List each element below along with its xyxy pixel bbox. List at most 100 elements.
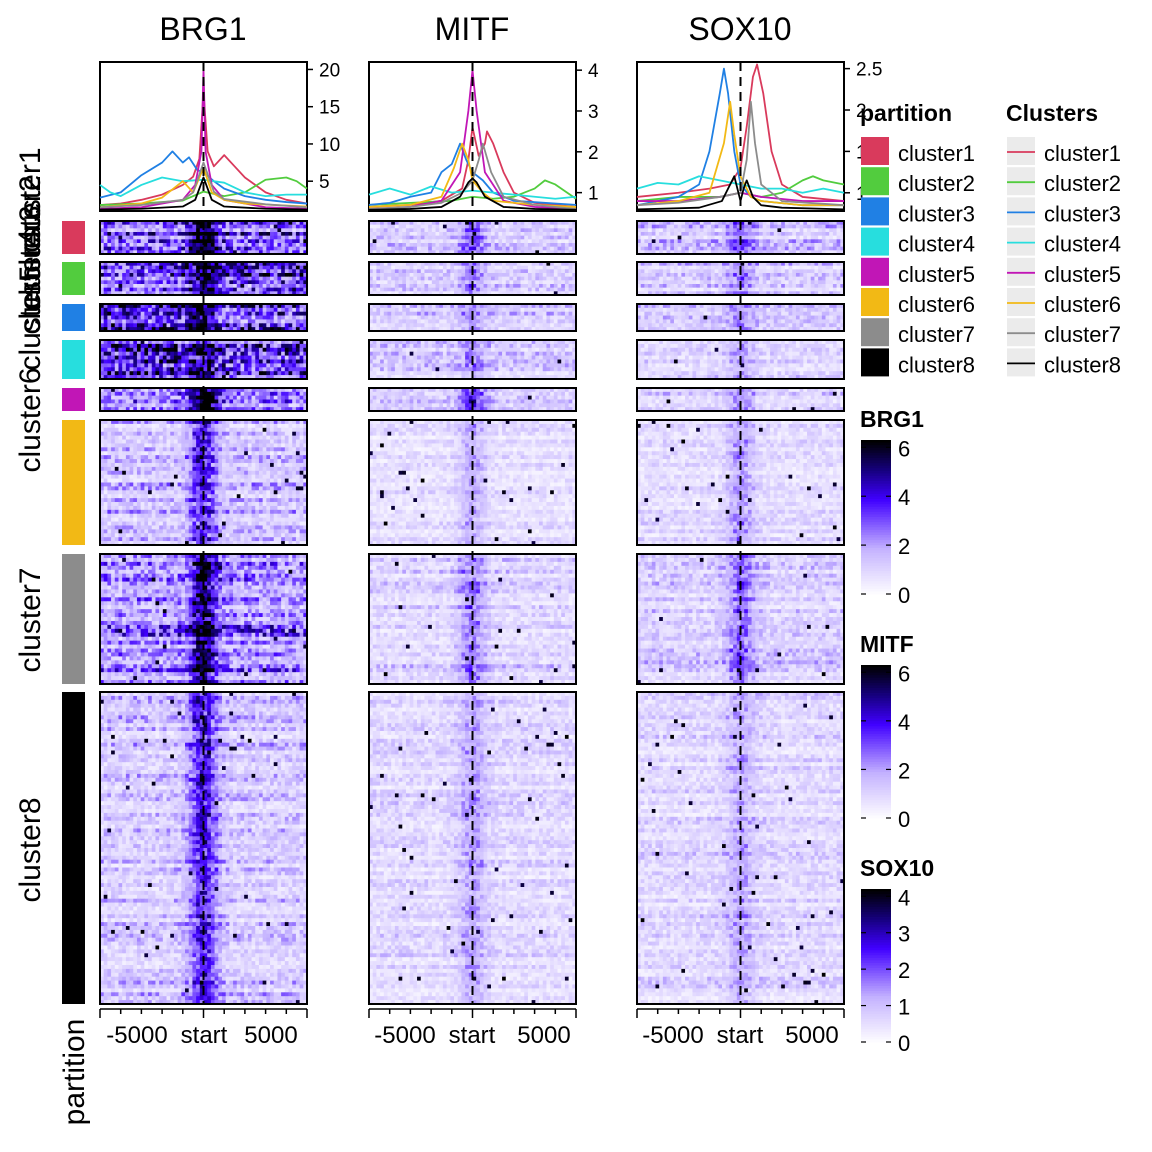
heatmap-cell bbox=[300, 589, 304, 593]
heatmap-cell bbox=[104, 467, 108, 471]
heatmap-cell bbox=[174, 589, 178, 593]
heatmap-cell bbox=[207, 506, 211, 510]
heatmap-cell bbox=[141, 613, 145, 617]
heatmap-cell bbox=[281, 533, 285, 537]
heatmap-cell bbox=[211, 319, 215, 323]
heatmap-cell bbox=[133, 562, 137, 566]
heatmap-cell bbox=[174, 363, 178, 367]
heatmap-cell bbox=[104, 475, 108, 479]
heatmap-cell bbox=[233, 269, 237, 273]
heatmap-cell bbox=[300, 280, 304, 284]
heatmap-cell bbox=[196, 323, 200, 327]
heatmap-cell bbox=[189, 570, 193, 574]
heatmap-cell bbox=[148, 533, 152, 537]
heatmap-cell bbox=[141, 363, 145, 367]
heatmap-cell bbox=[274, 428, 278, 432]
heatmap-cell bbox=[222, 514, 226, 518]
heatmap-cell bbox=[181, 533, 185, 537]
heatmap-cell bbox=[259, 371, 263, 375]
heatmap-cell bbox=[170, 570, 174, 574]
heatmap-cell bbox=[104, 533, 108, 537]
heatmap-cell bbox=[118, 483, 122, 487]
heatmap-cell bbox=[126, 601, 130, 605]
heatmap-cell bbox=[244, 609, 248, 613]
heatmap-cell bbox=[148, 312, 152, 316]
heatmap-cell bbox=[189, 432, 193, 436]
heatmap-cell bbox=[222, 609, 226, 613]
heatmap-cell bbox=[281, 443, 285, 447]
heatmap-cell bbox=[233, 613, 237, 617]
heatmap-cell bbox=[218, 467, 222, 471]
heatmap-cell bbox=[296, 498, 300, 502]
heatmap-cell bbox=[259, 424, 263, 428]
heatmap-cell bbox=[248, 490, 252, 494]
heatmap-cell bbox=[218, 574, 222, 578]
heatmap-cell bbox=[218, 459, 222, 463]
heatmap-cell bbox=[270, 471, 274, 475]
heatmap-cell bbox=[159, 537, 163, 541]
heatmap-cell bbox=[189, 605, 193, 609]
heatmap-cell bbox=[259, 316, 263, 320]
heatmap-cell bbox=[266, 537, 270, 541]
heatmap-cell bbox=[292, 269, 296, 273]
heatmap-cell bbox=[111, 247, 115, 251]
heatmap-cell bbox=[192, 533, 196, 537]
heatmap-cell bbox=[263, 316, 267, 320]
heatmap-cell bbox=[152, 436, 156, 440]
heatmap-cell bbox=[185, 225, 189, 229]
heatmap-cell bbox=[155, 502, 159, 506]
heatmap-cell bbox=[104, 510, 108, 514]
heatmap-cell bbox=[115, 440, 119, 444]
heatmap-cell bbox=[270, 593, 274, 597]
heatmap-cell bbox=[133, 428, 137, 432]
heatmap-cell bbox=[255, 479, 259, 483]
heatmap-cell bbox=[178, 228, 182, 232]
heatmap-cell bbox=[207, 578, 211, 582]
heatmap-cell bbox=[270, 518, 274, 522]
heatmap-cell bbox=[300, 529, 304, 533]
heatmap-cell bbox=[226, 475, 230, 479]
heatmap-cell bbox=[248, 400, 252, 404]
heatmap-cell bbox=[255, 522, 259, 526]
heatmap-cell bbox=[226, 269, 230, 273]
heatmap-cell bbox=[181, 403, 185, 407]
heatmap-cell bbox=[130, 344, 134, 348]
heatmap-cell bbox=[174, 455, 178, 459]
heatmap-cell bbox=[192, 463, 196, 467]
heatmap-cell bbox=[222, 475, 226, 479]
heatmap-cell bbox=[130, 483, 134, 487]
heatmap-cell bbox=[300, 525, 304, 529]
heatmap-cell bbox=[126, 490, 130, 494]
heatmap-cell bbox=[133, 363, 137, 367]
heatmap-cell bbox=[118, 479, 122, 483]
heatmap-cell bbox=[255, 371, 259, 375]
heatmap-cell bbox=[192, 601, 196, 605]
heatmap-cell bbox=[266, 593, 270, 597]
heatmap-cell bbox=[178, 601, 182, 605]
heatmap-cell bbox=[277, 371, 281, 375]
heatmap-cell bbox=[300, 582, 304, 586]
heatmap-cell bbox=[244, 316, 248, 320]
heatmap-cell bbox=[189, 319, 193, 323]
x-tick-label: -5000 bbox=[642, 1022, 703, 1049]
heatmap-cell bbox=[281, 352, 285, 356]
heatmap-cell bbox=[244, 344, 248, 348]
heatmap-cell bbox=[152, 319, 156, 323]
heatmap-cell bbox=[259, 360, 263, 364]
heatmap-cell bbox=[289, 586, 293, 590]
heatmap-cell bbox=[207, 308, 211, 312]
heatmap-cell bbox=[244, 247, 248, 251]
heatmap-cell bbox=[167, 348, 171, 352]
heatmap-cell bbox=[196, 400, 200, 404]
heatmap-cell bbox=[159, 609, 163, 613]
heatmap-cell bbox=[289, 247, 293, 251]
heatmap-cell bbox=[263, 570, 267, 574]
heatmap-cell bbox=[211, 578, 215, 582]
heatmap-cell bbox=[263, 562, 267, 566]
heatmap-cell bbox=[285, 280, 289, 284]
heatmap-cell bbox=[111, 609, 115, 613]
heatmap-cell bbox=[163, 356, 167, 360]
heatmap-cell bbox=[285, 609, 289, 613]
heatmap-cell bbox=[181, 400, 185, 404]
heatmap-cell bbox=[189, 308, 193, 312]
